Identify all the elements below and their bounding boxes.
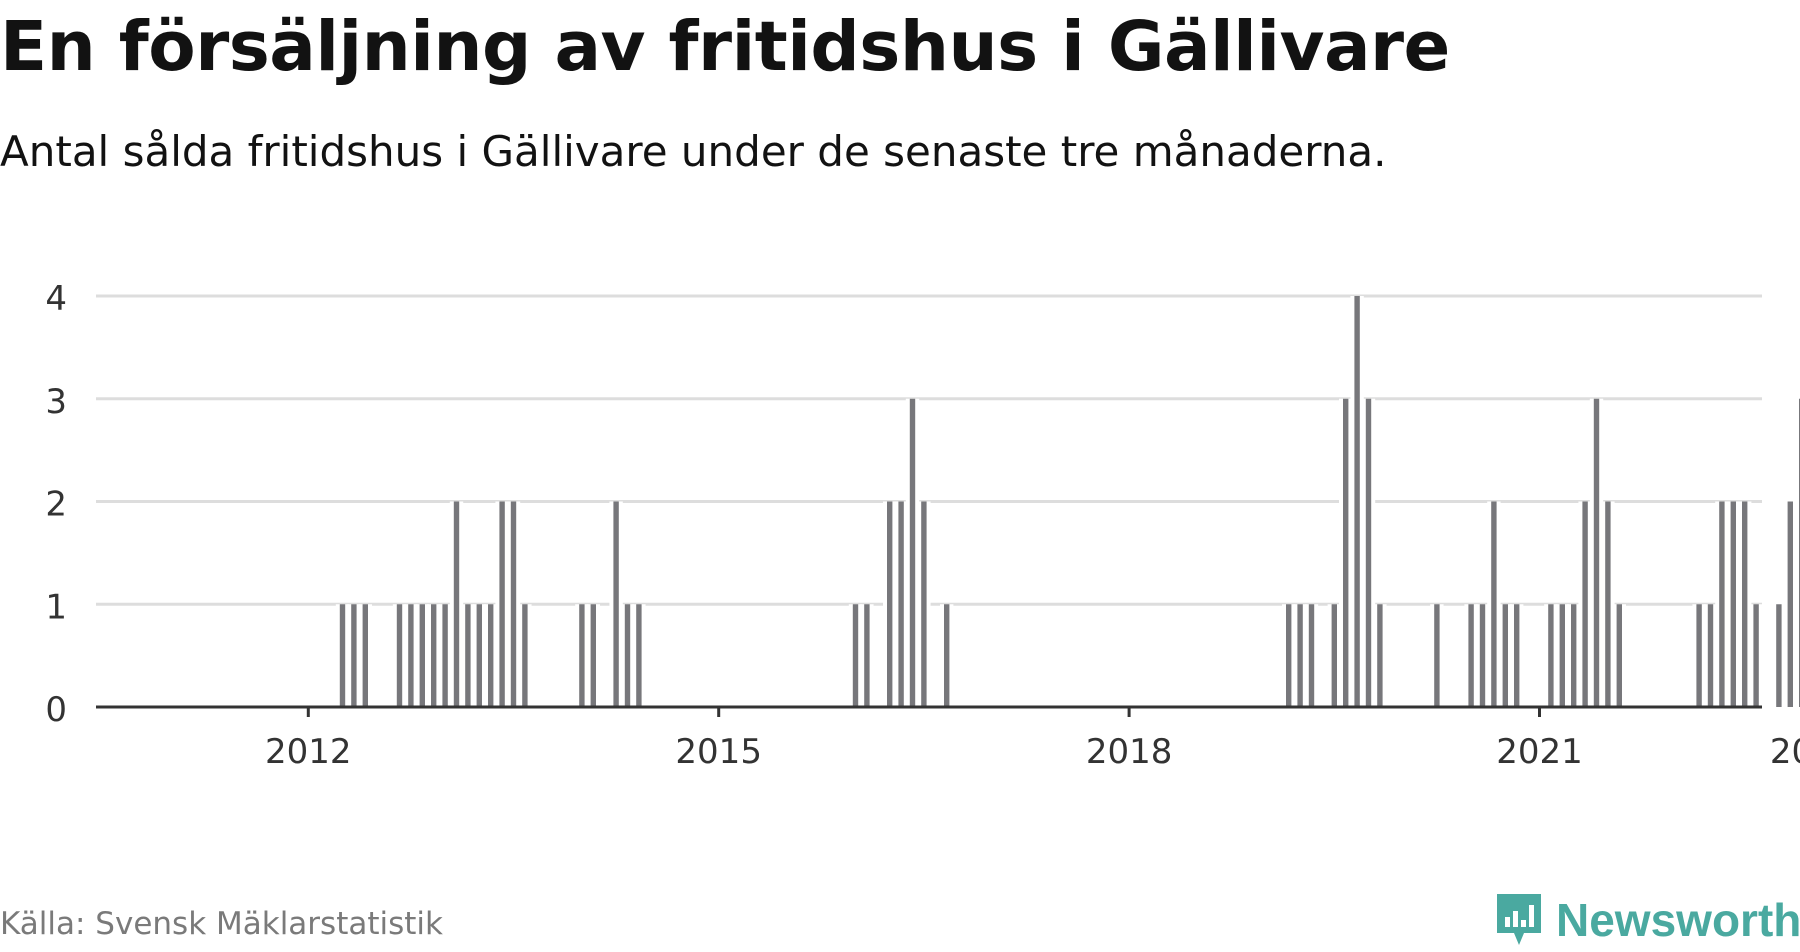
bar-23 [431, 604, 437, 707]
bar-98 [1286, 604, 1292, 707]
bar-116 [1491, 501, 1497, 707]
bar-21 [408, 604, 414, 707]
bar-29 [499, 501, 505, 707]
bar-60 [852, 604, 859, 707]
bar-134 [1696, 604, 1702, 707]
x-tick-label-2023: 2023 [1770, 732, 1800, 772]
x-tick-label-2021: 2021 [1496, 732, 1583, 772]
bar-99 [1297, 604, 1303, 707]
y-tick-label-4: 4 [45, 279, 67, 319]
bar-127 [1616, 604, 1622, 707]
bar-117 [1502, 604, 1508, 707]
x-tick-label-2018: 2018 [1086, 732, 1173, 772]
x-axis-labels: 2012 2015 2018 2021 2023 [265, 707, 1800, 772]
bar-122 [1559, 604, 1565, 707]
bar-137 [1730, 501, 1736, 707]
bar-114 [1468, 604, 1474, 707]
y-tick-label-3: 3 [45, 382, 67, 422]
bar-chart: 0 1 2 3 4 2012 2015 2018 2021 2023 1 [45, 279, 1800, 772]
bar-118 [1514, 604, 1520, 707]
bar-20 [396, 604, 403, 707]
bar-gap-143 [1795, 398, 1800, 707]
bar-15 [339, 604, 346, 707]
bar-25 [453, 501, 460, 707]
bar-37 [590, 604, 596, 707]
bar-106 [1377, 604, 1383, 707]
logo-text: Newsworthy [1556, 894, 1800, 946]
source-note: Källa: Svensk Mäklarstatistik [0, 906, 443, 942]
bar-17 [362, 604, 368, 707]
bar-39 [613, 501, 619, 707]
y-axis-labels: 0 1 2 3 4 [45, 279, 67, 730]
bar-136 [1719, 501, 1725, 707]
bar-104 [1354, 296, 1360, 707]
bar-28 [488, 604, 494, 707]
bar-22 [419, 604, 425, 707]
bar-138 [1742, 501, 1748, 707]
bar-100 [1308, 604, 1315, 707]
newsworthy-logo[interactable]: Newsworthy [1494, 888, 1800, 952]
bar-64 [898, 501, 904, 707]
bar-16 [351, 604, 357, 707]
bar-142 [1787, 501, 1793, 707]
bar-61 [864, 604, 870, 707]
bar-41 [636, 604, 642, 707]
bar-103 [1343, 398, 1349, 707]
bar-102 [1331, 604, 1337, 707]
newsworthy-logo-icon [1497, 894, 1541, 945]
bar-30 [510, 501, 517, 707]
bar-121 [1548, 604, 1554, 707]
x-tick-label-2012: 2012 [265, 732, 352, 772]
bar-27 [476, 604, 482, 707]
bar-65 [909, 398, 916, 707]
bar-115 [1479, 604, 1486, 707]
chart-title: En försäljning av fritidshus i Gällivare [0, 7, 1450, 87]
bars [335, 296, 1800, 707]
bar-105 [1365, 398, 1372, 707]
x-tick-label-2015: 2015 [675, 732, 762, 772]
bar-26 [465, 604, 471, 707]
chart-subtitle: Antal sålda fritidshus i Gällivare under… [0, 127, 1387, 176]
bar-141 [1776, 604, 1782, 707]
bar-123 [1571, 604, 1577, 707]
bar-63 [887, 501, 893, 707]
y-tick-label-2: 2 [45, 485, 67, 525]
bar-111 [1434, 604, 1440, 707]
bar-36 [579, 604, 585, 707]
bar-139 [1753, 604, 1759, 707]
bar-124 [1582, 501, 1588, 707]
bar-126 [1605, 501, 1611, 707]
bar-68 [944, 604, 950, 707]
bar-24 [442, 604, 448, 707]
bar-31 [522, 604, 528, 707]
y-tick-label-1: 1 [45, 587, 67, 627]
bar-66 [921, 501, 927, 707]
y-tick-label-0: 0 [45, 690, 67, 730]
bar-135 [1707, 604, 1714, 707]
bar-40 [624, 604, 631, 707]
bar-125 [1593, 398, 1600, 707]
